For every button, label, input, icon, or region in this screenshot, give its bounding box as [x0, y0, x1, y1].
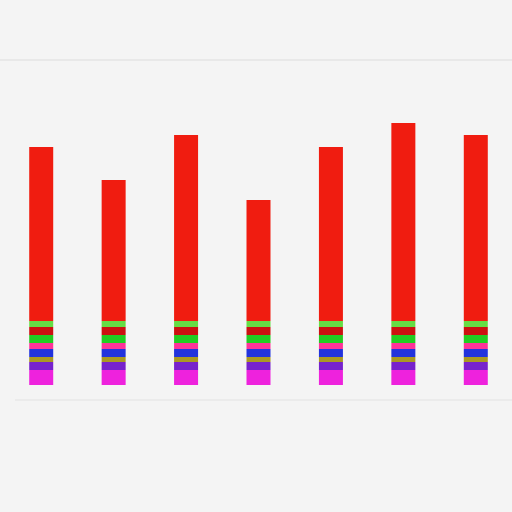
bar-segment — [391, 349, 416, 357]
bar-segment — [101, 349, 126, 357]
bar-segment — [463, 343, 488, 349]
bar-segment — [391, 321, 416, 327]
bar-segment — [463, 357, 488, 362]
bar-segment — [174, 343, 199, 349]
bar-segment — [391, 123, 416, 321]
bar-segment — [29, 343, 54, 349]
bar-segment — [29, 370, 54, 385]
bar-segment — [246, 200, 271, 321]
bar-segment — [246, 370, 271, 385]
bar-segment — [391, 343, 416, 349]
bar-segment — [101, 180, 126, 321]
bar-segment — [246, 349, 271, 357]
bar-segment — [29, 349, 54, 357]
bar-segment — [391, 357, 416, 362]
bar-segment — [318, 327, 343, 335]
bar-segment — [391, 362, 416, 370]
bar-segment — [463, 135, 488, 321]
bar-segment — [101, 321, 126, 327]
bar-segment — [463, 370, 488, 385]
bar-segment — [174, 370, 199, 385]
bar-segment — [318, 343, 343, 349]
bar-segment — [318, 362, 343, 370]
bar-segment — [29, 321, 54, 327]
bar-segment — [463, 321, 488, 327]
bar-segment — [391, 335, 416, 343]
bar-segment — [29, 357, 54, 362]
bar-segment — [463, 362, 488, 370]
bar-segment — [463, 327, 488, 335]
bar-segment — [101, 370, 126, 385]
bar-segment — [246, 321, 271, 327]
bar-segment — [174, 327, 199, 335]
bar-segment — [174, 135, 199, 321]
bar-segment — [463, 349, 488, 357]
bar-segment — [318, 370, 343, 385]
bar-segment — [174, 357, 199, 362]
bar-segment — [391, 327, 416, 335]
bar-segment — [101, 362, 126, 370]
bar-segment — [318, 357, 343, 362]
bar-segment — [174, 349, 199, 357]
bar-segment — [101, 327, 126, 335]
bar-segment — [318, 335, 343, 343]
bar-segment — [318, 147, 343, 321]
bar-segment — [29, 147, 54, 321]
bar-segment — [174, 335, 199, 343]
bar-segment — [246, 335, 271, 343]
bar-segment — [246, 362, 271, 370]
bar-segment — [246, 357, 271, 362]
bar-segment — [101, 343, 126, 349]
bar-segment — [29, 335, 54, 343]
bar-segment — [29, 327, 54, 335]
bar-segment — [463, 335, 488, 343]
bar-segment — [246, 343, 271, 349]
bar-segment — [174, 321, 199, 327]
bar-segment — [318, 349, 343, 357]
bar-segment — [174, 362, 199, 370]
bar-segment — [246, 327, 271, 335]
bar-segment — [101, 357, 126, 362]
bar-segment — [29, 362, 54, 370]
bar-segment — [101, 335, 126, 343]
bar-segment — [391, 370, 416, 385]
bar-segment — [318, 321, 343, 327]
